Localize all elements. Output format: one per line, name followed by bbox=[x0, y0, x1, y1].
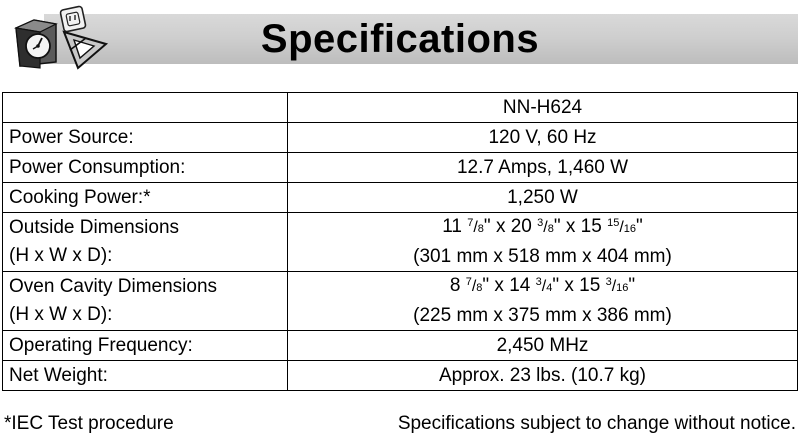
dim-whole: 15 bbox=[579, 275, 601, 296]
row-value: 12.7 Amps, 1,460 W bbox=[287, 152, 798, 183]
row-label: Cooking Power:* bbox=[2, 182, 288, 213]
dim-whole: 20 bbox=[510, 216, 532, 237]
dim-num: 3 bbox=[535, 276, 542, 288]
row-label-line1: Outside Dimensions bbox=[9, 217, 180, 238]
dim-den: 8 bbox=[547, 223, 554, 235]
dim-whole: 8 bbox=[449, 275, 461, 296]
footer: *IEC Test procedure Specifications subje… bbox=[0, 410, 800, 438]
outlet-plug-icon bbox=[59, 5, 87, 33]
dim-num: 7 bbox=[465, 276, 472, 288]
table-row: Operating Frequency: 2,450 MHz bbox=[2, 330, 798, 361]
table-row: Power Consumption: 12.7 Amps, 1,460 W bbox=[2, 152, 798, 183]
specifications-table: NN-H624 Power Source: 120 V, 60 Hz Power… bbox=[2, 92, 798, 391]
row-label: Oven Cavity Dimensions (H x W x D): bbox=[2, 271, 288, 331]
row-label: Outside Dimensions (H x W x D): bbox=[2, 212, 288, 272]
row-label-line2: (H x W x D): bbox=[9, 245, 113, 266]
model-number: NN-H624 bbox=[287, 92, 798, 123]
microwave-gauge-icon bbox=[13, 19, 58, 69]
header-band bbox=[44, 14, 798, 64]
row-value: 11 7/8" x 20 3/8" x 15 15/16" (301 mm x … bbox=[287, 212, 798, 272]
dim-whole: 15 bbox=[580, 216, 602, 237]
dimensions-inches: 8 7/8" x 14 3/4" x 15 3/16" bbox=[449, 275, 636, 296]
dimensions-inches: 11 7/8" x 20 3/8" x 15 15/16" bbox=[442, 216, 643, 237]
table-row: Oven Cavity Dimensions (H x W x D): 8 7/… bbox=[2, 271, 798, 331]
table-row: Cooking Power:* 1,250 W bbox=[2, 182, 798, 213]
dim-num: 7 bbox=[467, 217, 474, 229]
dim-whole: 11 bbox=[442, 216, 462, 237]
row-label: Net Weight: bbox=[2, 360, 288, 391]
row-value: 1,250 W bbox=[287, 182, 798, 213]
dim-den: 16 bbox=[616, 282, 629, 294]
row-label-line2: (H x W x D): bbox=[9, 304, 113, 325]
row-value: 120 V, 60 Hz bbox=[287, 122, 798, 153]
row-value: 8 7/8" x 14 3/4" x 15 3/16" (225 mm x 37… bbox=[287, 271, 798, 331]
row-label: Power Consumption: bbox=[2, 152, 288, 183]
table-row: Outside Dimensions (H x W x D): 11 7/8" … bbox=[2, 212, 798, 272]
dim-num: 15 bbox=[607, 217, 620, 229]
table-row: NN-H624 bbox=[2, 92, 798, 123]
triangle-ruler-icon bbox=[62, 30, 109, 70]
page-title: Specifications bbox=[260, 17, 540, 61]
dim-whole: 14 bbox=[509, 275, 531, 296]
dim-num: 3 bbox=[605, 276, 612, 288]
spec-illustration-icon bbox=[13, 5, 109, 70]
table-row: Net Weight: Approx. 23 lbs. (10.7 kg) bbox=[2, 360, 798, 391]
row-value: Approx. 23 lbs. (10.7 kg) bbox=[287, 360, 798, 391]
table-cell-empty bbox=[2, 92, 288, 123]
dimensions-mm: (301 mm x 518 mm x 404 mm) bbox=[413, 246, 672, 267]
row-value: 2,450 MHz bbox=[287, 330, 798, 361]
dim-den: 4 bbox=[546, 282, 553, 294]
dimensions-mm: (225 mm x 375 mm x 386 mm) bbox=[413, 305, 672, 326]
dim-num: 3 bbox=[537, 217, 544, 229]
row-label: Power Source: bbox=[2, 122, 288, 153]
change-notice: Specifications subject to change without… bbox=[397, 413, 796, 434]
table-row: Power Source: 120 V, 60 Hz bbox=[2, 122, 798, 153]
dim-den: 16 bbox=[623, 223, 637, 235]
dim-den: 8 bbox=[476, 282, 483, 294]
header: Specifications bbox=[0, 0, 800, 72]
row-label-line1: Oven Cavity Dimensions bbox=[9, 276, 218, 297]
footnote: *IEC Test procedure bbox=[4, 413, 174, 434]
row-label: Operating Frequency: bbox=[2, 330, 288, 361]
dim-den: 8 bbox=[477, 223, 484, 235]
